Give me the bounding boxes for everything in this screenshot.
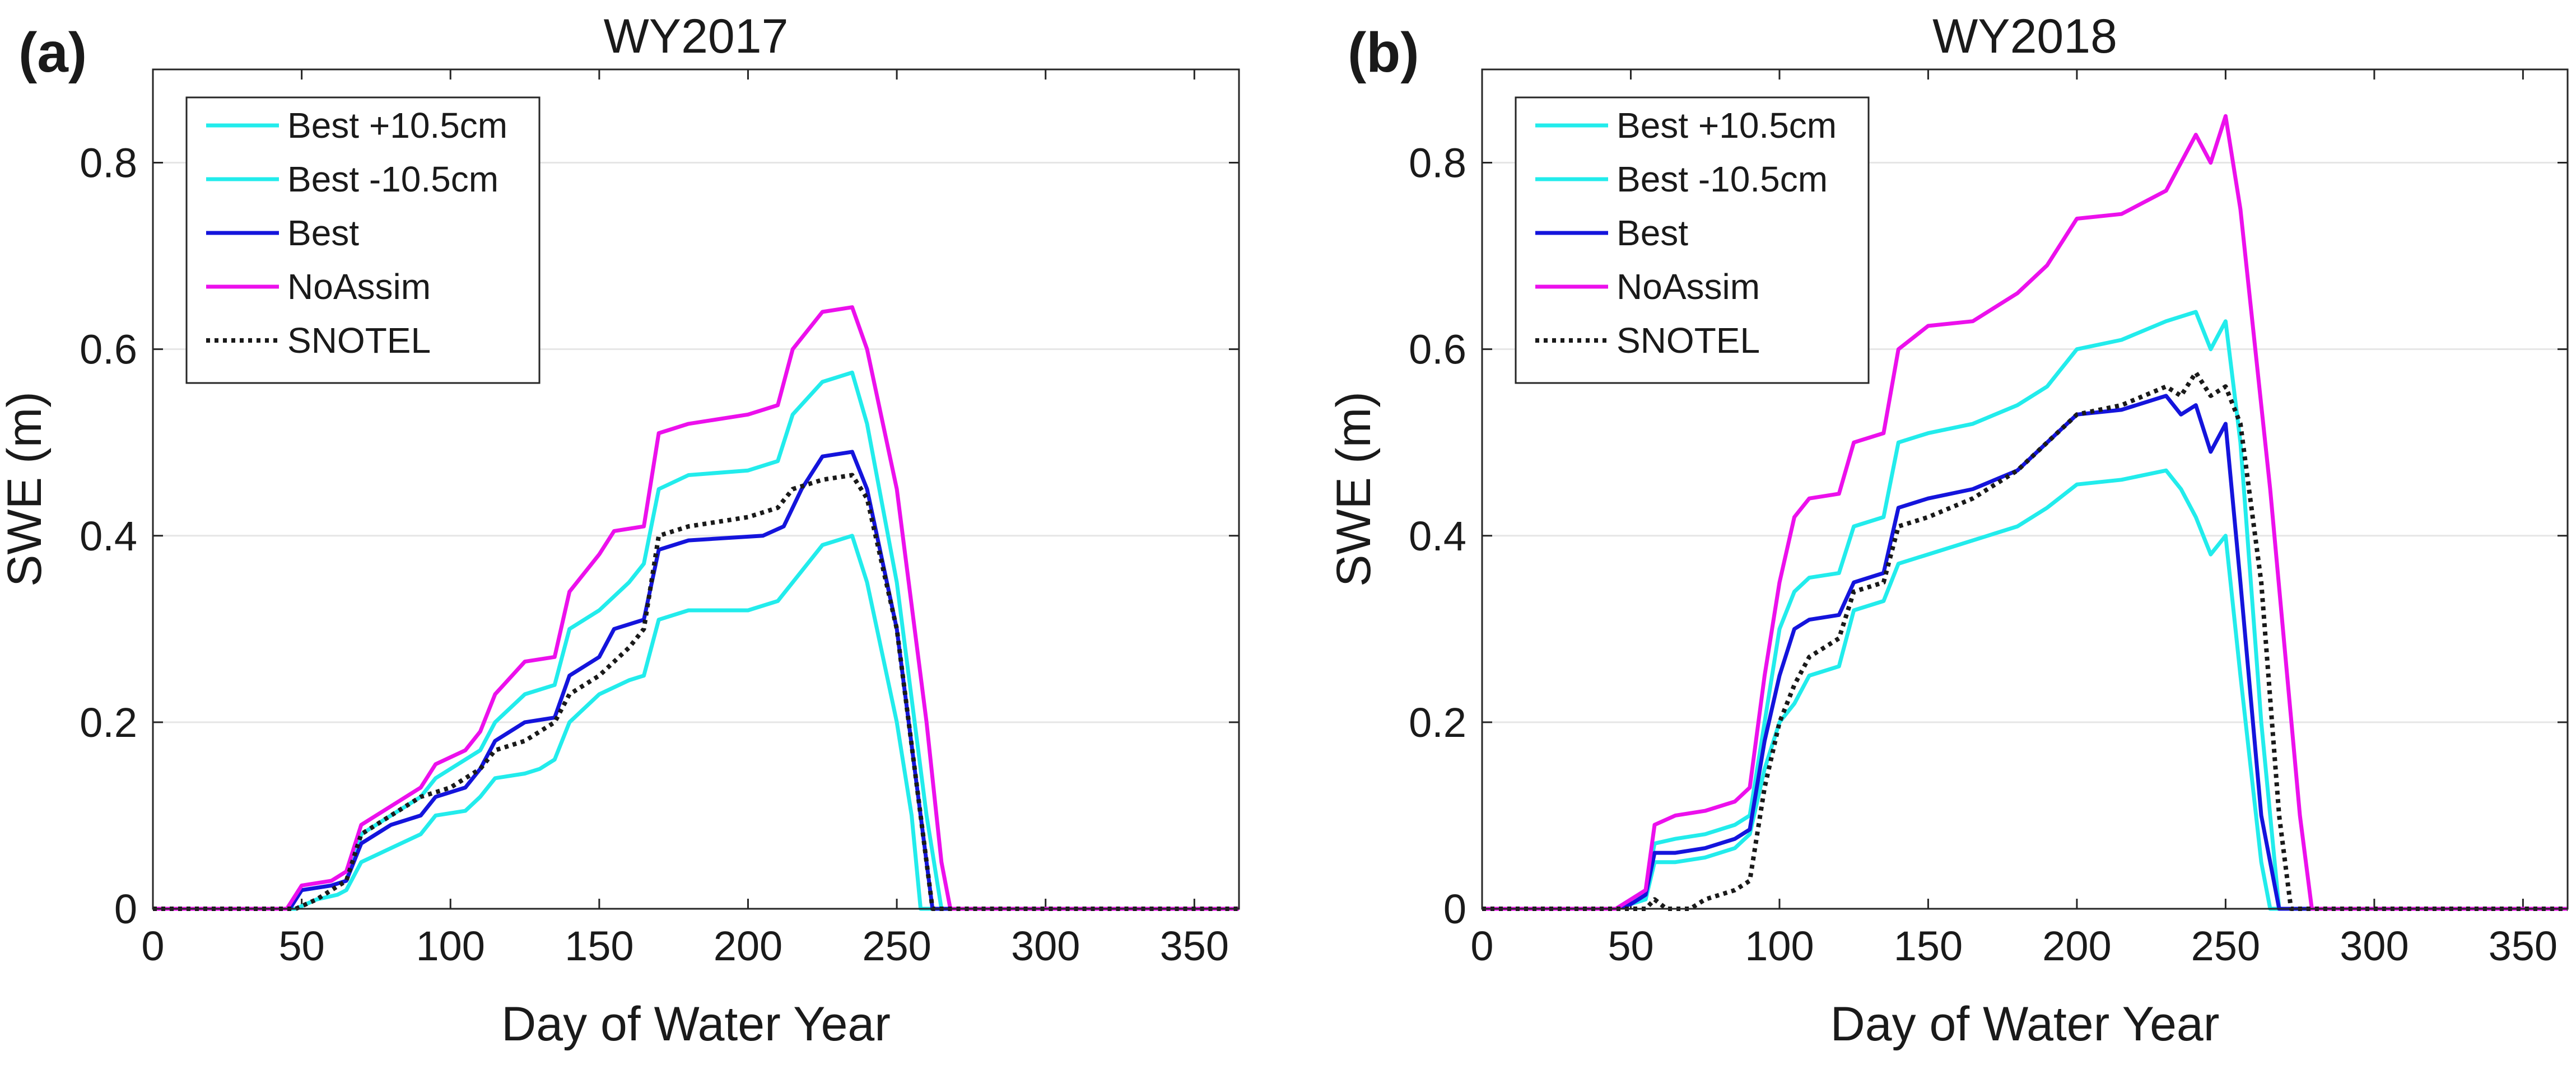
x-axis-label: Day of Water Year [501, 997, 891, 1051]
series-line-best [153, 450, 1239, 911]
legend-label: NoAssim [1617, 267, 1760, 307]
y-tick-label: 0.4 [80, 513, 137, 559]
legend: Best +10.5cm Best -10.5cm Best NoAssim SNOTE… [1515, 96, 1870, 384]
legend-label: NoAssim [287, 267, 431, 307]
x-axis-ticks: 0 50 100 150 200 250 300 350 [141, 69, 1229, 969]
x-tick-label: 350 [1160, 923, 1229, 969]
y-tick-label: 0 [114, 886, 137, 932]
y-axis-label: SWE (m) [1327, 391, 1381, 587]
x-tick-label: 0 [141, 923, 164, 969]
x-tick-label: 50 [278, 923, 324, 969]
y-tick-label: 0 [1443, 886, 1466, 932]
legend-label: Best +10.5cm [1617, 105, 1837, 146]
y-tick-label: 0.8 [80, 140, 137, 186]
x-tick-label: 50 [1608, 923, 1653, 969]
x-axis-label: Day of Water Year [1830, 997, 2220, 1051]
y-tick-label: 0.8 [1409, 140, 1466, 186]
series-line-best-10-5cm [1482, 310, 2568, 911]
x-axis-ticks: 0 50 100 150 200 250 300 350 [1470, 69, 2558, 969]
series-line-snotel [153, 473, 1239, 911]
x-tick-label: 0 [1470, 923, 1493, 969]
series-group [153, 305, 1239, 911]
series-group [1482, 114, 2568, 911]
panel-label: (b) [1348, 21, 1419, 84]
x-tick-label: 250 [862, 923, 931, 969]
x-tick-label: 350 [2489, 923, 2558, 969]
chart-title: WY2017 [604, 10, 789, 63]
legend-label: Best -10.5cm [287, 159, 499, 199]
chart-panel-1: 0 0.2 0.4 0.6 0.8 0 50 100 150 200 250 300 350 WY2017… [0, 10, 1240, 1051]
legend-label: Best -10.5cm [1617, 159, 1828, 199]
series-line-best-10-5cm [153, 370, 1239, 911]
legend-label: Best +10.5cm [287, 105, 507, 146]
y-tick-label: 0.6 [1409, 326, 1466, 373]
x-tick-label: 250 [2191, 923, 2260, 969]
series-line-noassim [153, 305, 1239, 911]
legend-label: SNOTEL [1617, 320, 1760, 361]
x-tick-label: 300 [2340, 923, 2409, 969]
x-tick-label: 200 [714, 923, 782, 969]
series-line-noassim [1482, 114, 2568, 911]
x-tick-label: 100 [416, 923, 485, 969]
series-line-best-10-5cm [153, 534, 1239, 911]
panel-label: (a) [18, 21, 87, 84]
x-tick-label: 150 [565, 923, 633, 969]
y-tick-label: 0.2 [80, 699, 137, 746]
legend-box [185, 96, 541, 384]
chart-title: WY2018 [1932, 10, 2117, 63]
y-axis-ticks: 0 0.2 0.4 0.6 0.8 [1409, 140, 2568, 932]
x-tick-label: 100 [1745, 923, 1814, 969]
legend-label: Best [287, 213, 359, 253]
x-tick-label: 150 [1894, 923, 1963, 969]
plot-frame [152, 68, 1240, 910]
x-tick-label: 200 [2042, 923, 2111, 969]
legend-label: Best [1617, 213, 1688, 253]
plot-frame [1481, 68, 2569, 910]
legend: Best +10.5cm Best -10.5cm Best NoAssim SNOTE… [185, 96, 541, 384]
y-tick-label: 0.6 [80, 326, 137, 373]
legend-label: SNOTEL [287, 320, 431, 361]
series-line-best-10-5cm [1482, 468, 2568, 911]
y-axis-label: SWE (m) [0, 391, 52, 587]
y-tick-label: 0.2 [1409, 699, 1466, 746]
x-tick-label: 300 [1011, 923, 1080, 969]
chart-panel-2: 0 0.2 0.4 0.6 0.8 0 50 100 150 200 250 300 350 WY2018… [1327, 10, 2569, 1051]
legend-box [1515, 96, 1870, 384]
y-tick-label: 0.4 [1409, 513, 1466, 559]
series-line-snotel [1482, 370, 2568, 911]
series-line-best [1482, 394, 2568, 911]
